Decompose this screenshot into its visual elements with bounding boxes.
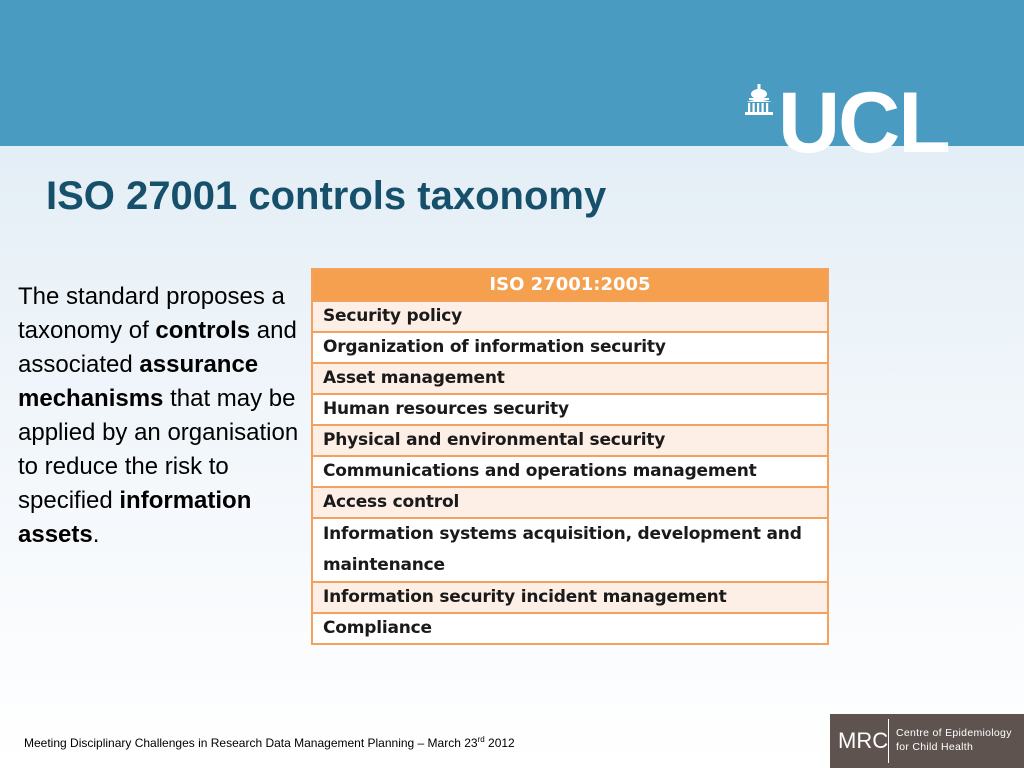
iso-table-row: Information security incident management — [313, 581, 827, 612]
mrc-logo: MRC Centre of Epidemiology for Child Hea… — [830, 714, 1024, 768]
body-text-4: . — [92, 521, 100, 548]
iso-table: ISO 27001:2005 Security policy Organizat… — [311, 268, 829, 645]
iso-table-row: Information systems acquisition, develop… — [313, 517, 827, 581]
iso-table-row: Security policy — [313, 300, 827, 331]
ucl-wordmark: UCL — [778, 75, 951, 171]
mrc-divider — [888, 719, 889, 763]
iso-table-row: Compliance — [313, 612, 827, 643]
mrc-line-1: Centre of Epidemiology — [896, 727, 1012, 739]
iso-table-header: ISO 27001:2005 — [313, 270, 827, 300]
body-bold-assurance: assurance mechanisms — [18, 351, 259, 412]
body-text-3: that may be applied by an organisation t… — [18, 385, 299, 514]
mrc-abbr: MRC — [838, 728, 889, 753]
iso-table-row: Asset management — [313, 362, 827, 393]
body-text-2: and associated — [18, 317, 297, 378]
iso-table-row: Access control — [313, 486, 827, 517]
slide-title: ISO 27001 controls taxonomy — [46, 174, 607, 218]
mrc-centre-name: Centre of Epidemiology for Child Health — [896, 726, 1012, 754]
footer-main: Meeting Disciplinary Challenges in Resea… — [24, 736, 478, 750]
body-paragraph: The standard proposes a taxonomy of cont… — [18, 280, 308, 552]
iso-table-row: Physical and environmental security — [313, 424, 827, 455]
portico-icon — [745, 84, 773, 115]
body-text-1: The standard proposes a taxonomy of — [18, 283, 285, 344]
body-bold-controls: controls — [155, 317, 251, 344]
ucl-logo: UCL — [744, 78, 984, 168]
iso-table-row: Human resources security — [313, 393, 827, 424]
footer-year: 2012 — [484, 736, 515, 750]
iso-table-row: Organization of information security — [313, 331, 827, 362]
iso-table-row: Communications and operations management — [313, 455, 827, 486]
header-band: UCL — [0, 0, 1024, 168]
footer-text: Meeting Disciplinary Challenges in Resea… — [24, 735, 515, 750]
footer-superscript: rd — [477, 735, 485, 744]
mrc-line-2: for Child Health — [896, 741, 974, 753]
body-bold-assets: information assets — [18, 487, 252, 548]
